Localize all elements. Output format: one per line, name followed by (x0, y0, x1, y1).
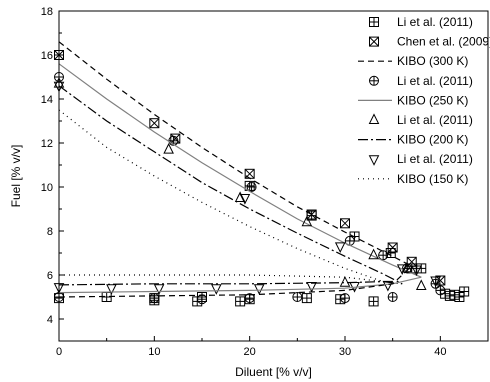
legend-marker (369, 75, 379, 86)
y-tick-label: 16 (41, 50, 53, 62)
series-line (58, 85, 403, 285)
y-tick-label: 10 (41, 182, 53, 194)
legend-label: Li et al. (2011) (397, 15, 473, 29)
data-point (197, 294, 207, 305)
y-tick-label: 6 (47, 270, 53, 282)
legend-entry: KIBO (250 K) (358, 93, 468, 107)
data-point (368, 296, 379, 307)
data-point (340, 293, 350, 304)
legend-entry: KIBO (200 K) (358, 133, 468, 147)
data-point (301, 293, 312, 304)
legend-label: Li et al. (2011) (397, 113, 473, 127)
y-tick-label: 12 (41, 138, 53, 150)
y-tick-label: 8 (47, 226, 53, 238)
series-6 (58, 85, 403, 285)
data-point (253, 284, 265, 295)
legend-label: Chen et al. (2009) (397, 35, 490, 49)
data-point (170, 133, 181, 144)
legend-entry: Li et al. (2011) (368, 113, 473, 127)
legend-label: Li et al. (2011) (397, 152, 473, 166)
data-point (387, 242, 398, 253)
x-tick-label: 40 (434, 346, 446, 358)
data-point (246, 182, 257, 192)
series-4 (58, 63, 422, 278)
data-point (415, 279, 427, 290)
legend-entry: Li et al. (2011) (369, 74, 473, 88)
data-point (411, 265, 422, 277)
y-tick-label: 14 (41, 94, 53, 106)
series-2 (58, 41, 412, 267)
series-line (58, 41, 412, 267)
x-tick-label: 20 (244, 346, 256, 358)
series-line (59, 274, 384, 283)
series-12 (59, 274, 384, 283)
x-tick-label: 0 (56, 346, 62, 358)
data-point (106, 284, 117, 295)
x-axis-label: Diluent [% v/v] (235, 365, 312, 379)
legend-marker (369, 36, 379, 47)
data-point (306, 282, 317, 293)
data-point (340, 218, 350, 229)
data-point (210, 284, 222, 295)
legend: Li et al. (2011) Chen et al. (2009) KIBO (… (358, 15, 490, 186)
legend-entry: Chen et al. (2009) (369, 35, 490, 49)
series-10 (58, 276, 422, 294)
series-9 (58, 280, 403, 286)
legend-entry: KIBO (300 K) (358, 54, 468, 68)
data-point (301, 215, 313, 227)
legend-label: KIBO (200 K) (397, 133, 468, 147)
y-tick-label: 4 (47, 314, 53, 326)
data-point (153, 284, 165, 295)
legend-entry: KIBO (150 K) (358, 172, 468, 186)
data-point (339, 276, 351, 287)
legend-label: KIBO (250 K) (397, 93, 468, 107)
data-point (416, 263, 427, 274)
y-tick-label: 18 (41, 6, 53, 18)
data-point (382, 280, 394, 292)
data-point (149, 293, 160, 304)
plot-frame (58, 10, 489, 342)
data-point (459, 286, 470, 297)
series-line (58, 276, 422, 294)
data-point (435, 285, 446, 296)
series-5 (53, 76, 427, 290)
data-point (163, 142, 174, 154)
x-tick-label: 30 (339, 346, 351, 358)
y-axis-label: Fuel [% v/v] (9, 145, 23, 208)
legend-entry: Li et al. (2011) (368, 152, 473, 166)
data-point (149, 118, 160, 129)
data-point (334, 242, 346, 254)
legend-label: Li et al. (2011) (397, 74, 473, 88)
series-line (58, 109, 384, 283)
data-point (396, 264, 408, 276)
data-point (239, 194, 251, 205)
series-8 (58, 109, 384, 283)
data-point (292, 292, 303, 302)
legend-label: KIBO (300 K) (397, 54, 468, 68)
data-point (378, 250, 389, 261)
legend-marker (368, 155, 380, 166)
x-tick-label: 10 (148, 346, 160, 358)
data-point (430, 276, 441, 288)
series-7 (53, 81, 441, 295)
series-line (58, 280, 403, 286)
legend-marker (368, 113, 380, 124)
legend-label: KIBO (150 K) (397, 172, 468, 186)
legend-entry: Li et al. (2011) (369, 15, 473, 29)
data-point (368, 248, 379, 260)
series-line (58, 63, 422, 278)
data-point (235, 296, 246, 307)
legend-marker (369, 17, 379, 27)
data-point (401, 261, 413, 273)
data-point (306, 209, 317, 220)
axis-ticks: 0 10 20 30 40 4 6 8 10 12 14 16 18 (41, 6, 447, 358)
data-point (234, 191, 246, 202)
data-point (244, 168, 255, 179)
data-point (387, 292, 398, 302)
